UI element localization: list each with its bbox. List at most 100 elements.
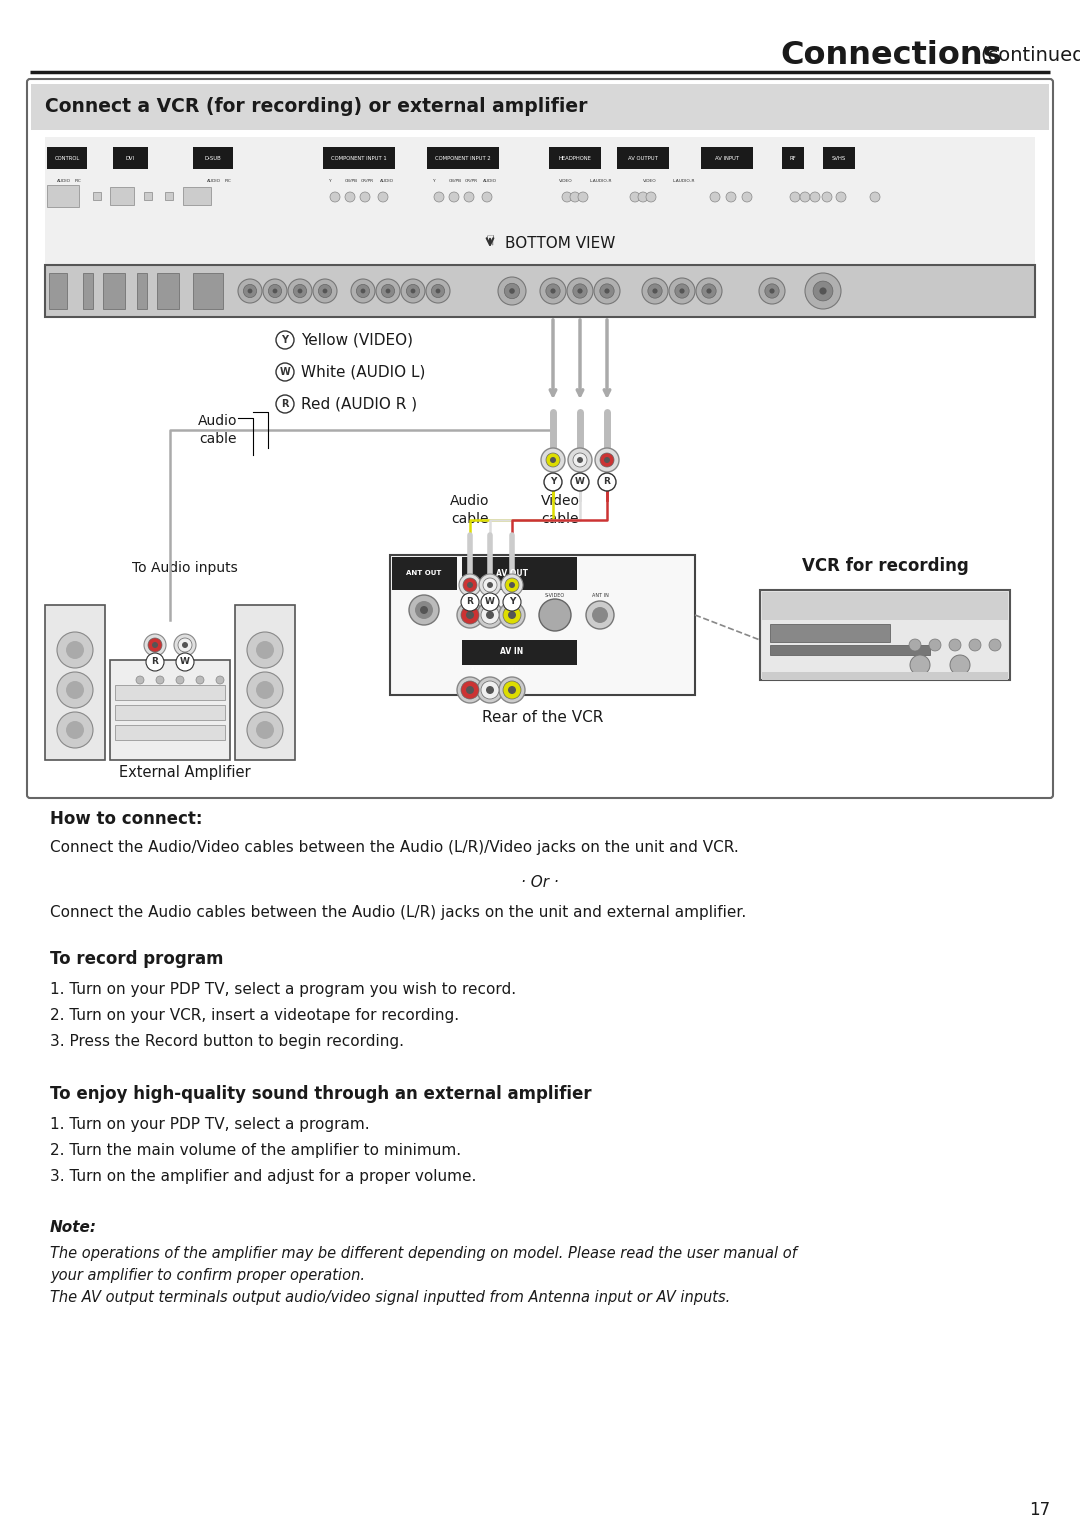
Circle shape xyxy=(742,192,752,202)
Text: R: R xyxy=(604,478,610,487)
Circle shape xyxy=(216,676,224,684)
Text: 1. Turn on your PDP TV, select a program.: 1. Turn on your PDP TV, select a program… xyxy=(50,1116,369,1132)
Text: AUDIO: AUDIO xyxy=(471,667,485,670)
Text: COMPONENT INPUT 2: COMPONENT INPUT 2 xyxy=(435,156,491,160)
Bar xyxy=(110,186,134,205)
Circle shape xyxy=(319,284,332,298)
Circle shape xyxy=(508,686,516,693)
Text: VIDEO: VIDEO xyxy=(559,179,572,183)
Circle shape xyxy=(505,579,519,592)
Text: 1. Turn on your PDP TV, select a program you wish to record.: 1. Turn on your PDP TV, select a program… xyxy=(50,982,516,997)
Text: PIC: PIC xyxy=(75,179,82,183)
Text: AUDIO: AUDIO xyxy=(207,179,221,183)
Bar xyxy=(392,557,457,589)
Circle shape xyxy=(176,654,194,670)
Bar xyxy=(462,557,577,589)
Circle shape xyxy=(461,681,480,699)
Circle shape xyxy=(598,473,616,492)
Bar xyxy=(549,147,600,169)
Circle shape xyxy=(989,638,1001,651)
Circle shape xyxy=(836,192,846,202)
Circle shape xyxy=(272,289,278,293)
Circle shape xyxy=(183,641,188,647)
Circle shape xyxy=(498,276,526,305)
Bar xyxy=(762,592,1008,620)
Text: VIDEO: VIDEO xyxy=(643,179,657,183)
Circle shape xyxy=(148,638,162,652)
Circle shape xyxy=(545,284,561,298)
Circle shape xyxy=(605,289,609,293)
Circle shape xyxy=(313,279,337,302)
Text: CB/PB: CB/PB xyxy=(449,179,462,183)
Text: Y: Y xyxy=(329,179,332,183)
Circle shape xyxy=(595,447,619,472)
Bar xyxy=(49,273,67,308)
Bar xyxy=(157,273,179,308)
Text: 3. Press the Record button to begin recording.: 3. Press the Record button to begin reco… xyxy=(50,1034,404,1049)
Text: R: R xyxy=(281,399,288,409)
Circle shape xyxy=(503,681,521,699)
Text: DVI: DVI xyxy=(126,156,135,160)
Bar xyxy=(770,644,930,655)
Circle shape xyxy=(195,676,204,684)
Circle shape xyxy=(567,278,593,304)
Circle shape xyxy=(789,192,800,202)
Circle shape xyxy=(487,582,492,588)
Circle shape xyxy=(696,278,723,304)
Circle shape xyxy=(174,634,195,657)
Bar xyxy=(114,725,225,741)
Text: D-SUB: D-SUB xyxy=(204,156,221,160)
Text: RF: RF xyxy=(789,156,796,160)
Text: External Amplifier: External Amplifier xyxy=(119,765,251,780)
Circle shape xyxy=(243,284,257,298)
Text: (continued): (continued) xyxy=(980,46,1080,64)
Bar xyxy=(462,640,577,664)
Bar xyxy=(427,147,499,169)
Text: ANT IN: ANT IN xyxy=(592,592,608,599)
Text: 2. Turn on your VCR, insert a videotape for recording.: 2. Turn on your VCR, insert a videotape … xyxy=(50,1008,459,1023)
Bar xyxy=(45,605,105,760)
Text: W: W xyxy=(280,366,291,377)
Text: Connections: Connections xyxy=(780,40,1001,70)
Circle shape xyxy=(669,278,696,304)
Circle shape xyxy=(457,676,483,702)
Circle shape xyxy=(477,676,503,702)
Bar xyxy=(45,137,1035,267)
Circle shape xyxy=(805,273,841,308)
Circle shape xyxy=(480,574,501,596)
Circle shape xyxy=(467,582,473,588)
Circle shape xyxy=(381,284,394,298)
Circle shape xyxy=(144,634,166,657)
Circle shape xyxy=(486,611,494,618)
Text: Y: Y xyxy=(550,478,556,487)
Circle shape xyxy=(822,192,832,202)
Bar xyxy=(165,192,173,200)
Circle shape xyxy=(481,606,499,625)
Circle shape xyxy=(156,676,164,684)
Circle shape xyxy=(410,289,416,293)
Circle shape xyxy=(599,284,615,298)
Circle shape xyxy=(577,457,583,463)
Circle shape xyxy=(330,192,340,202)
Text: Note:: Note: xyxy=(50,1220,97,1235)
Circle shape xyxy=(551,289,555,293)
Bar xyxy=(770,625,890,641)
Text: CR/PR: CR/PR xyxy=(465,179,478,183)
Circle shape xyxy=(810,192,820,202)
Circle shape xyxy=(426,279,450,302)
Circle shape xyxy=(508,611,516,618)
Text: AUDIO: AUDIO xyxy=(483,179,497,183)
Circle shape xyxy=(247,672,283,709)
Circle shape xyxy=(550,457,556,463)
Circle shape xyxy=(929,638,941,651)
Circle shape xyxy=(409,596,438,625)
Circle shape xyxy=(486,686,494,693)
Circle shape xyxy=(604,457,610,463)
Circle shape xyxy=(969,638,981,651)
Circle shape xyxy=(256,681,274,699)
Text: HEADPHONE: HEADPHONE xyxy=(558,156,592,160)
Text: AV INPUT: AV INPUT xyxy=(715,156,739,160)
Circle shape xyxy=(406,284,420,298)
Text: SVHS: SVHS xyxy=(832,156,846,160)
Circle shape xyxy=(256,641,274,660)
